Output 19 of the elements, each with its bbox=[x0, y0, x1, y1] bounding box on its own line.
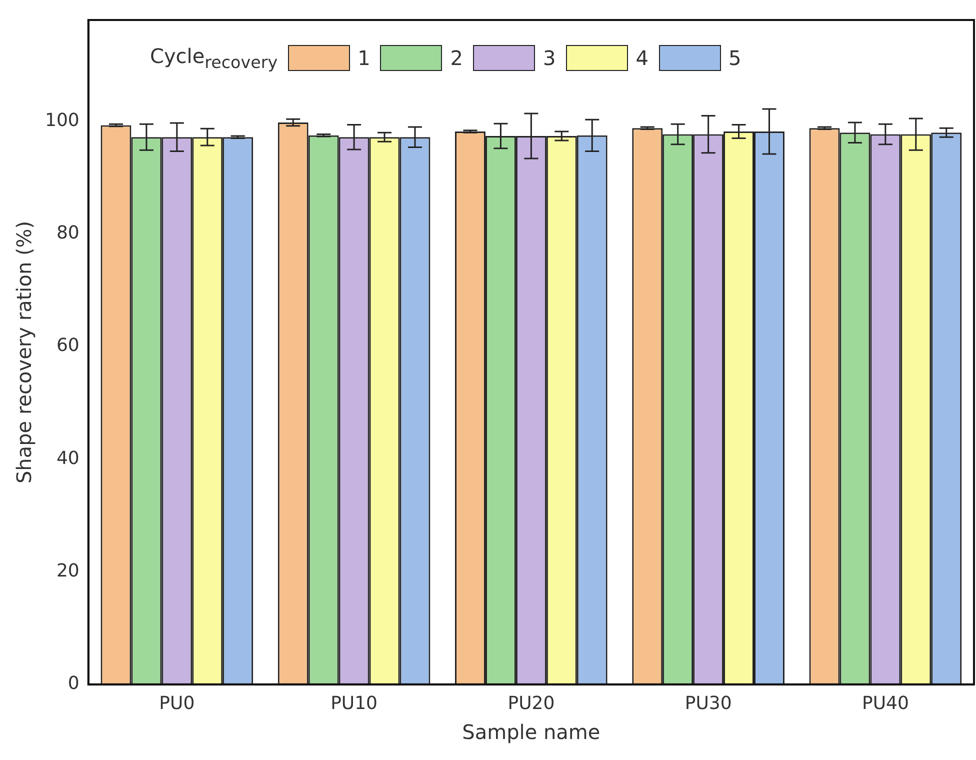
legend-label: 2 bbox=[450, 46, 464, 70]
legend-label: 1 bbox=[358, 46, 370, 70]
y-tick-label: 20 bbox=[56, 560, 80, 582]
x-tick-label: PU40 bbox=[862, 692, 909, 714]
legend-title: Cycle$_{recovery}$ bbox=[150, 44, 278, 72]
x-tick-label: PU30 bbox=[684, 692, 732, 714]
x-tick-label: PU10 bbox=[330, 692, 378, 714]
y-tick-label: 100 bbox=[44, 110, 80, 132]
legend-label: 4 bbox=[636, 46, 648, 70]
legend-label: 5 bbox=[728, 46, 742, 70]
x-tick-label: PU0 bbox=[159, 692, 195, 714]
x-axis-title: Sample name bbox=[462, 720, 600, 744]
y-axis-title: Shape recovery ration (%) bbox=[12, 220, 36, 484]
y-tick-label: 0 bbox=[68, 673, 80, 694]
legend-label: 3 bbox=[543, 46, 556, 70]
x-tick-label: PU20 bbox=[508, 692, 555, 714]
y-tick-label: 40 bbox=[56, 448, 80, 469]
y-tick-label: 80 bbox=[56, 222, 80, 244]
y-tick-label: 60 bbox=[56, 335, 80, 356]
